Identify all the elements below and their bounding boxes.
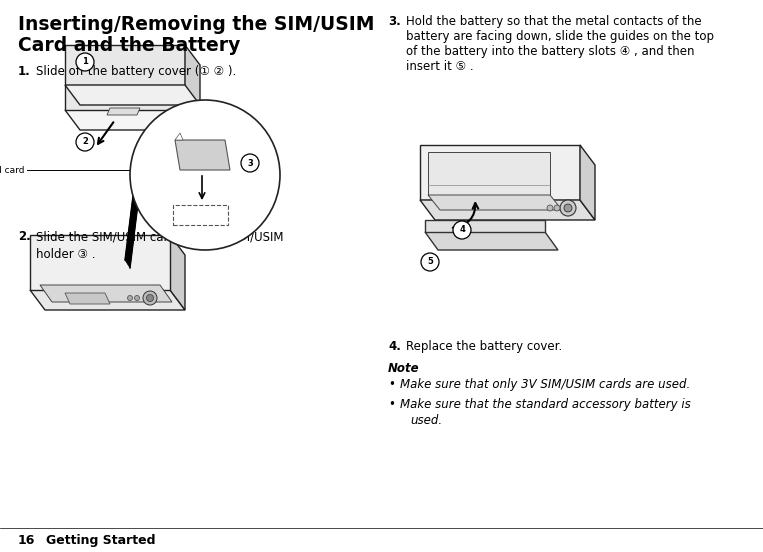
Text: 1: 1 xyxy=(82,57,88,66)
Text: 3.: 3. xyxy=(388,15,401,28)
Polygon shape xyxy=(107,108,140,115)
Polygon shape xyxy=(65,293,110,304)
Polygon shape xyxy=(428,152,550,195)
Text: Inserting/Removing the SIM/USIM: Inserting/Removing the SIM/USIM xyxy=(18,15,375,34)
Polygon shape xyxy=(125,140,145,268)
Circle shape xyxy=(241,154,259,172)
Circle shape xyxy=(421,253,439,271)
Polygon shape xyxy=(428,195,562,210)
Circle shape xyxy=(564,204,572,212)
Text: used.: used. xyxy=(410,414,442,427)
Text: Make sure that the standard accessory battery is: Make sure that the standard accessory ba… xyxy=(400,398,691,411)
Polygon shape xyxy=(420,200,595,220)
Polygon shape xyxy=(425,220,545,232)
Text: Note: Note xyxy=(388,362,420,375)
Circle shape xyxy=(547,205,553,211)
Polygon shape xyxy=(65,85,200,105)
Text: Slide the SIM/USIM card into the SIM/USIM: Slide the SIM/USIM card into the SIM/USI… xyxy=(36,230,284,243)
Circle shape xyxy=(134,295,140,300)
Text: 3: 3 xyxy=(247,158,253,167)
Text: 5: 5 xyxy=(427,257,433,267)
Circle shape xyxy=(130,100,280,250)
Circle shape xyxy=(76,53,94,71)
Circle shape xyxy=(166,116,174,124)
Text: 4: 4 xyxy=(459,226,465,235)
Text: 1.: 1. xyxy=(18,65,31,78)
Text: 2: 2 xyxy=(82,137,88,146)
Text: Make sure that only 3V SIM/USIM cards are used.: Make sure that only 3V SIM/USIM cards ar… xyxy=(400,378,691,391)
Circle shape xyxy=(146,295,153,301)
Text: 2.: 2. xyxy=(18,230,31,243)
Polygon shape xyxy=(30,235,170,290)
Circle shape xyxy=(143,291,157,305)
Polygon shape xyxy=(580,145,595,220)
Polygon shape xyxy=(175,140,230,170)
Text: Getting Started: Getting Started xyxy=(46,534,156,547)
Circle shape xyxy=(162,112,178,128)
Text: 4.: 4. xyxy=(388,340,401,353)
Polygon shape xyxy=(175,133,183,140)
Circle shape xyxy=(560,200,576,216)
Text: battery are facing down, slide the guides on the top: battery are facing down, slide the guide… xyxy=(406,30,714,43)
Circle shape xyxy=(127,295,133,300)
Polygon shape xyxy=(170,235,185,310)
Text: SIM/USIM card: SIM/USIM card xyxy=(0,166,25,174)
Text: Card and the Battery: Card and the Battery xyxy=(18,36,240,55)
Polygon shape xyxy=(65,110,200,130)
Circle shape xyxy=(76,133,94,151)
Circle shape xyxy=(453,221,471,239)
Text: Replace the battery cover.: Replace the battery cover. xyxy=(406,340,562,353)
Polygon shape xyxy=(65,45,185,110)
Text: insert it ⑤ .: insert it ⑤ . xyxy=(406,60,474,73)
Text: Hold the battery so that the metal contacts of the: Hold the battery so that the metal conta… xyxy=(406,15,702,28)
Polygon shape xyxy=(185,45,200,130)
Circle shape xyxy=(554,205,560,211)
Polygon shape xyxy=(40,285,172,302)
Text: •: • xyxy=(388,398,395,411)
Text: of the battery into the battery slots ④ , and then: of the battery into the battery slots ④ … xyxy=(406,45,694,58)
Text: 16: 16 xyxy=(18,534,35,547)
Text: •: • xyxy=(388,378,395,391)
Polygon shape xyxy=(30,290,185,310)
Text: Slide off the battery cover (① ② ).: Slide off the battery cover (① ② ). xyxy=(36,65,237,78)
Text: holder ③ .: holder ③ . xyxy=(36,248,95,261)
Polygon shape xyxy=(420,145,580,200)
Polygon shape xyxy=(425,232,558,250)
